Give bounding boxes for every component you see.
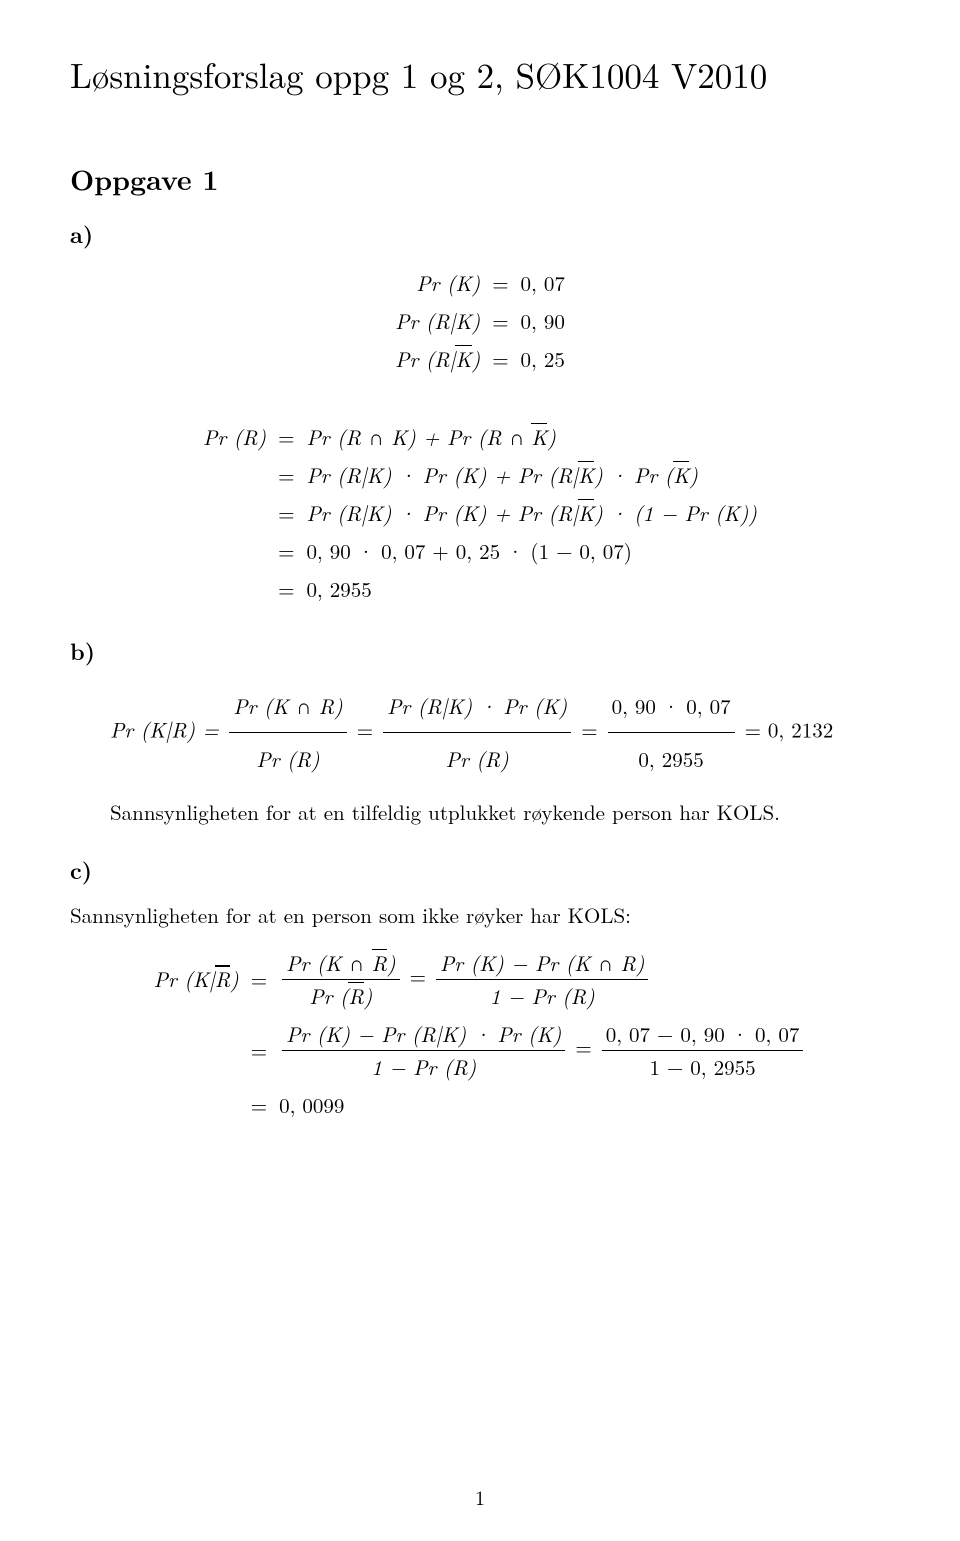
eq-cell: = (272, 494, 300, 532)
fraction: Pr (K) − Pr (K ∩ R) 1 − Pr (R) (436, 948, 649, 1011)
eq-cell: 0, 07 (515, 264, 571, 302)
eq-cell: Pr (R|K) (389, 302, 486, 340)
eq-block-a-given: Pr (K) = 0, 07 Pr (R|K) = 0, 90 Pr (R|K)… (389, 264, 571, 378)
eq-cell: Pr (R|K) · Pr (K) + Pr (R|K) · (1 − Pr (… (300, 494, 763, 532)
prose-b: Sannsynligheten for at en tilfeldig utpl… (110, 797, 850, 827)
fraction: Pr (K) − Pr (R|K) · Pr (K) 1 − Pr (R) (282, 1019, 565, 1082)
fraction: Pr (R|K) · Pr (K) Pr (R) (383, 681, 571, 785)
subpart-label-b: b) (70, 634, 890, 667)
eq-block-c: Pr (K|R) = Pr (K ∩ R) Pr (R) = Pr (K) − … (148, 944, 813, 1124)
eq-line-b: Pr (K|R) = Pr (K ∩ R) Pr (R) = Pr (R|K) … (110, 681, 850, 785)
eq-cell: = (272, 418, 300, 456)
eq-cell: Pr (R|K) (389, 340, 486, 378)
eq-cell: Pr (K) − Pr (R|K) · Pr (K) 1 − Pr (R) = … (273, 1015, 812, 1086)
eq-cell: = (272, 570, 300, 608)
eq-cell: 0, 90 · 0, 07 + 0, 25 · (1 − 0, 07) (300, 532, 763, 570)
eq-cell: = (245, 1086, 273, 1124)
section-heading: Oppgave 1 (70, 159, 890, 199)
eq-cell: Pr (K ∩ R) Pr (R) = Pr (K) − Pr (K ∩ R) … (273, 944, 812, 1015)
eq-cell: = (486, 302, 514, 340)
eq-cell: 0, 25 (515, 340, 571, 378)
fraction: Pr (K ∩ R) Pr (R) (282, 948, 399, 1011)
prose-c: Sannsynligheten for at en person som ikk… (70, 900, 850, 930)
eq-cell: 0, 0099 (273, 1086, 812, 1124)
page-number: 1 (0, 1482, 960, 1511)
eq-cell: Pr (K) (389, 264, 486, 302)
eq-cell: = (272, 532, 300, 570)
fraction: Pr (K ∩ R) Pr (R) (229, 681, 346, 785)
fraction: 0, 07 − 0, 90 · 0, 07 1 − 0, 2955 (602, 1019, 804, 1082)
eq-cell: Pr (R) (197, 418, 272, 456)
page-title: Løsningsforslag oppg 1 og 2, SØK1004 V20… (70, 50, 890, 99)
eq-cell: Pr (K|R) (148, 944, 245, 1015)
eq-cell: 0, 90 (515, 302, 571, 340)
eq-cell: = (486, 264, 514, 302)
page: Løsningsforslag oppg 1 og 2, SØK1004 V20… (0, 0, 960, 1541)
subpart-label-c: c) (70, 853, 890, 886)
eq-block-a-PrR: Pr (R) = Pr (R ∩ K) + Pr (R ∩ K) = Pr (R… (197, 418, 763, 608)
eq-cell: = (486, 340, 514, 378)
eq-cell: Pr (R|K) · Pr (K) + Pr (R|K) · Pr (K) (300, 456, 763, 494)
eq-cell: Pr (R ∩ K) + Pr (R ∩ K) (300, 418, 763, 456)
eq-cell: = (272, 456, 300, 494)
eq-cell: = (245, 944, 273, 1015)
subpart-label-a: a) (70, 217, 890, 250)
eq-cell: 0, 2955 (300, 570, 763, 608)
eq-cell: = (245, 1015, 273, 1086)
fraction: 0, 90 · 0, 07 0, 2955 (608, 681, 735, 785)
